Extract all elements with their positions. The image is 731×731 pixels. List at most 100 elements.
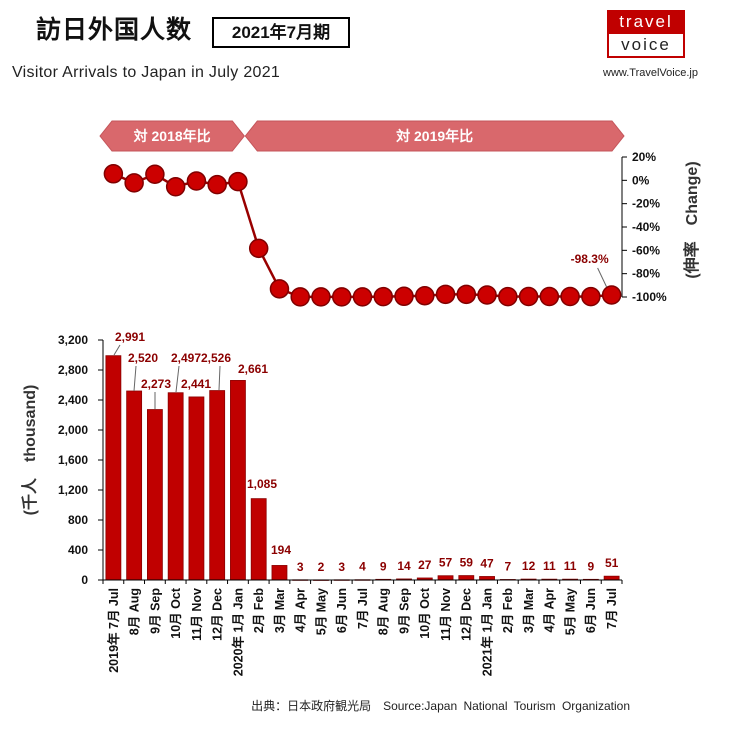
arrivals-axis-title: (千人 thousand) — [21, 385, 39, 516]
bar-data-label: 11 — [543, 559, 556, 573]
change-series-line — [112, 172, 612, 299]
bar-data-label: 59 — [460, 556, 474, 570]
change-point — [498, 286, 518, 307]
change-point — [290, 287, 310, 307]
bar-data-label: 2 — [318, 560, 325, 574]
logo-voice-text: voice — [607, 34, 685, 58]
category-label: 4月 Apr — [294, 588, 308, 633]
bar-data-label: 2,526 — [201, 351, 231, 365]
arrivals-axis-tick-label: 1,600 — [58, 453, 88, 467]
bar-data-label: 2,520 — [128, 351, 158, 365]
bar-data-label: 3 — [338, 560, 345, 574]
bar-data-label: 2,497 — [171, 351, 201, 365]
category-label: 2019年 7月 Jul — [106, 588, 121, 673]
change-axis-tick-label: 0% — [632, 173, 650, 187]
category-label: 2021年 1月 Jan — [479, 588, 494, 676]
change-point — [518, 286, 539, 307]
change-point — [560, 286, 580, 307]
travel-voice-logo[interactable]: travel voice — [607, 10, 685, 58]
category-label: 2月 Feb — [252, 588, 266, 634]
bar-data-label: 9 — [380, 559, 387, 573]
bar — [209, 390, 226, 581]
change-point — [331, 287, 352, 307]
category-label: 7月 Jul — [605, 588, 619, 629]
arrivals-axis-tick-label: 2,000 — [58, 423, 88, 437]
category-label: 6月 Jun — [584, 588, 598, 633]
data-label-leader-line — [113, 344, 121, 356]
change-point — [207, 174, 227, 195]
bar-data-label: 2,661 — [238, 362, 268, 376]
change-point — [539, 286, 560, 307]
category-label: 11月 Nov — [190, 588, 204, 641]
site-url-link[interactable]: www.TravelVoice.jp — [603, 67, 698, 79]
change-axis-tick-label: -40% — [632, 220, 660, 234]
change-point — [145, 164, 165, 185]
bar — [250, 498, 267, 581]
change-point — [601, 285, 622, 305]
change-axis-tick-label: -80% — [632, 267, 660, 281]
change-annotation-label: -98.3% — [571, 252, 609, 266]
change-axis-tick-label: -20% — [632, 197, 660, 211]
category-label: 12月 Dec — [460, 588, 474, 641]
page-title: 訪日外国人数 — [36, 16, 193, 44]
comparison-period-label: 対 2019年比 — [395, 128, 473, 144]
arrivals-axis-tick-label: 2,400 — [58, 393, 88, 407]
bar-data-label: 194 — [271, 543, 291, 557]
period-badge: 2021年7月期 — [212, 17, 350, 48]
category-label: 2020年 1月 Jan — [230, 588, 245, 676]
visitor-arrivals-bar-chart: 0 400 800 1,200 1,600 2,000 2,400 2,800 3,200 2,9… — [58, 330, 623, 676]
change-point — [373, 286, 394, 307]
category-label: 8月 Aug — [128, 588, 142, 635]
data-label-leader-line — [175, 365, 180, 393]
bar-data-label: 7 — [504, 559, 511, 573]
category-label: 8月 Aug — [377, 588, 391, 635]
category-label: 6月 Jun — [335, 588, 349, 633]
change-point — [415, 285, 435, 306]
arrivals-axis-tick-label: 400 — [68, 543, 88, 557]
category-label: 10月 Oct — [418, 587, 432, 639]
category-label: 4月 Apr — [543, 588, 557, 633]
data-label-leader-line — [218, 365, 221, 391]
arrivals-axis-tick-label: 800 — [68, 513, 88, 527]
bar — [126, 390, 143, 581]
category-label: 12月 Dec — [211, 588, 225, 641]
bar-data-label: 57 — [439, 556, 453, 570]
change-point — [248, 238, 269, 259]
change-point — [103, 164, 124, 184]
bar-data-label: 27 — [418, 558, 432, 572]
change-point — [581, 286, 601, 307]
change-point — [477, 285, 497, 305]
change-point — [352, 287, 373, 307]
change-point — [228, 171, 248, 192]
change-point — [269, 279, 290, 299]
arrivals-axis-tick-label: 3,200 — [58, 333, 88, 347]
category-label: 5月 May — [314, 588, 328, 635]
change-axis-title: (伸率 Change) — [682, 161, 701, 278]
bar — [230, 380, 246, 581]
change-point — [186, 171, 207, 191]
bar — [603, 575, 620, 581]
logo-travel-text: travel — [607, 10, 685, 34]
bar-data-label: 14 — [397, 559, 411, 573]
bar — [167, 392, 184, 581]
arrivals-axis-tick-label: 1,200 — [58, 483, 88, 497]
change-point — [394, 286, 414, 307]
page-subtitle: Visitor Arrivals to Japan in July 2021 — [12, 64, 281, 81]
bar-data-label: 51 — [605, 556, 619, 570]
change-point — [311, 287, 331, 307]
change-axis-tick-label: -100% — [632, 290, 667, 304]
change-point — [456, 284, 477, 305]
category-label: 9月 Sep — [397, 588, 411, 634]
category-label: 3月 Mar — [522, 588, 536, 633]
category-label: 11月 Nov — [439, 588, 453, 641]
arrivals-axis-tick-label: 0 — [81, 573, 88, 587]
bar-data-label: 4 — [359, 560, 366, 574]
bar-data-label: 1,085 — [247, 477, 277, 491]
bar-data-label: 12 — [522, 559, 536, 573]
category-label: 5月 May — [563, 588, 577, 635]
bar-data-label: 9 — [588, 559, 595, 573]
bar — [105, 355, 122, 581]
change-axis-tick-label: 20% — [632, 150, 656, 164]
bar-data-label: 2,441 — [181, 377, 211, 391]
change-point — [124, 173, 144, 193]
